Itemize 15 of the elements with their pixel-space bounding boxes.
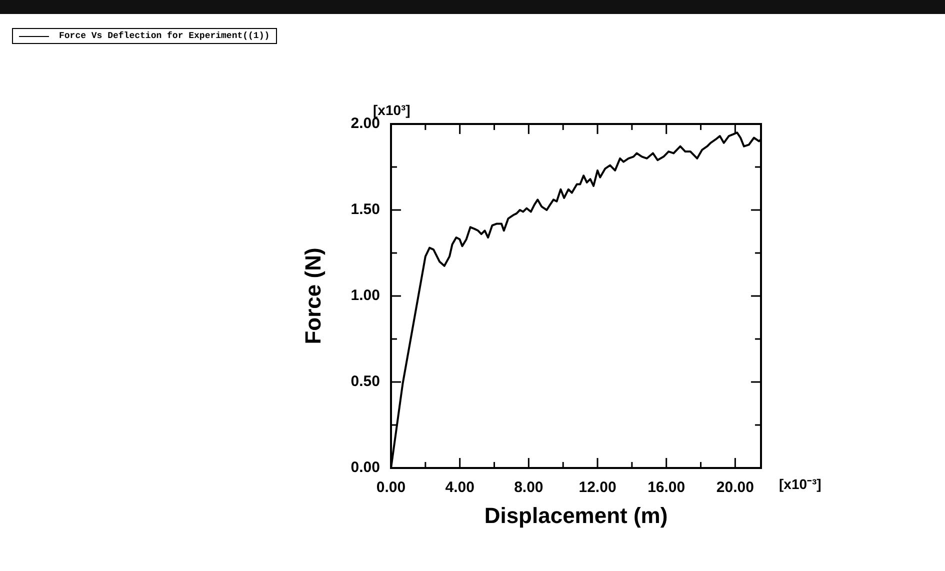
y-tick-label: 1.00	[350, 287, 380, 304]
y-tick-label: 0.50	[350, 373, 380, 390]
x-tick-label: 12.00	[578, 479, 616, 496]
y-axis-title: Force (N)	[300, 248, 326, 344]
y-tick-label: 0.00	[350, 459, 380, 476]
x-tick-label: 4.00	[445, 479, 474, 496]
x-tick-label: 16.00	[648, 479, 686, 496]
y-tick-label: 1.50	[350, 201, 380, 218]
x-tick-label: 8.00	[514, 479, 544, 496]
x-tick-label: 20.00	[716, 479, 754, 496]
x-tick-label: 0.00	[376, 479, 406, 496]
x-axis-title: Displacement (m)	[484, 502, 668, 528]
legend-label: Force Vs Deflection for Experiment((1))	[59, 31, 270, 41]
text: [x10⁻³]	[779, 476, 822, 492]
text: [x10³]	[373, 102, 410, 118]
